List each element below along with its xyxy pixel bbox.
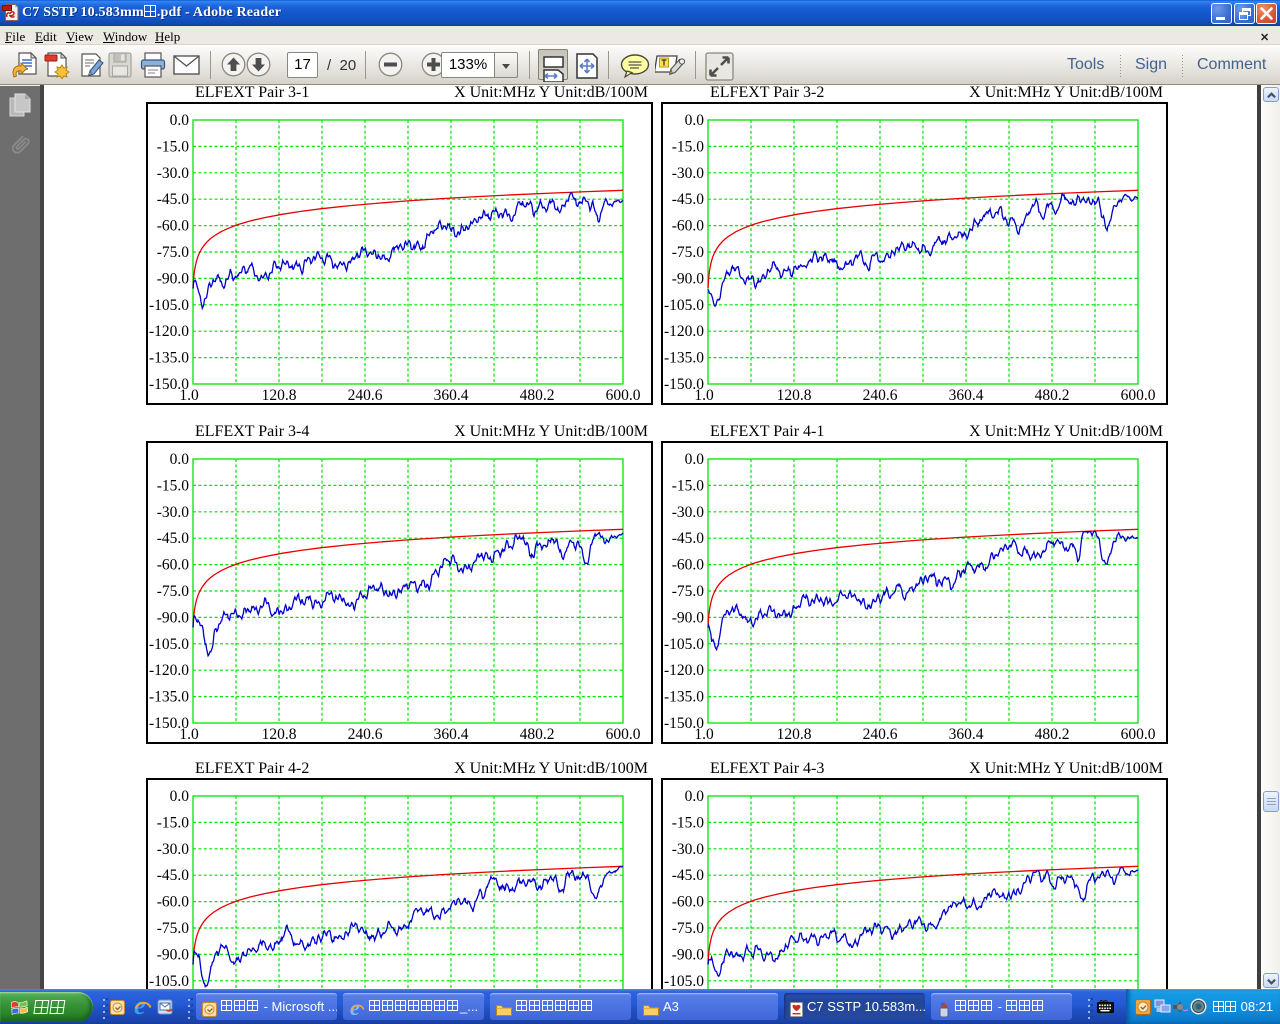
- svg-text:-30.0: -30.0: [672, 841, 705, 858]
- svg-text:-60.0: -60.0: [157, 894, 190, 911]
- svg-text:0.0: 0.0: [685, 112, 705, 129]
- svg-text:ELFEXT Pair 3-1: ELFEXT Pair 3-1: [195, 85, 309, 101]
- svg-text:240.6: 240.6: [863, 726, 898, 743]
- svg-text:480.2: 480.2: [1035, 387, 1070, 404]
- svg-text:-60.0: -60.0: [157, 218, 190, 235]
- svg-text:-150.0: -150.0: [149, 376, 189, 393]
- svg-text:0.0: 0.0: [685, 451, 705, 468]
- svg-text:-120.0: -120.0: [664, 662, 704, 679]
- svg-text:X Unit:MHz Y Unit:dB/100M: X Unit:MHz Y Unit:dB/100M: [969, 760, 1163, 777]
- svg-text:-90.0: -90.0: [672, 270, 705, 287]
- svg-text:-90.0: -90.0: [157, 946, 190, 963]
- svg-text:120.8: 120.8: [777, 726, 812, 743]
- svg-text:X Unit:MHz Y Unit:dB/100M: X Unit:MHz Y Unit:dB/100M: [969, 85, 1163, 101]
- svg-text:-105.0: -105.0: [664, 973, 704, 989]
- svg-text:-45.0: -45.0: [672, 530, 705, 547]
- svg-text:360.4: 360.4: [949, 387, 984, 404]
- svg-text:-90.0: -90.0: [157, 609, 190, 626]
- svg-text:360.4: 360.4: [434, 726, 469, 743]
- svg-text:X Unit:MHz Y Unit:dB/100M: X Unit:MHz Y Unit:dB/100M: [969, 423, 1163, 440]
- svg-text:-15.0: -15.0: [157, 814, 190, 831]
- svg-text:1.0: 1.0: [694, 387, 714, 404]
- svg-text:-45.0: -45.0: [157, 191, 190, 208]
- svg-text:240.6: 240.6: [863, 387, 898, 404]
- svg-text:-45.0: -45.0: [157, 867, 190, 884]
- svg-text:-75.0: -75.0: [157, 244, 190, 261]
- svg-text:-60.0: -60.0: [672, 557, 705, 574]
- svg-text:ELFEXT Pair 4-1: ELFEXT Pair 4-1: [710, 423, 824, 440]
- svg-text:-135.0: -135.0: [149, 689, 189, 706]
- svg-text:-120.0: -120.0: [149, 662, 189, 679]
- svg-text:e: e: [134, 998, 146, 1016]
- svg-text:-90.0: -90.0: [672, 609, 705, 626]
- svg-text:1.0: 1.0: [694, 726, 714, 743]
- svg-text:ELFEXT Pair 3-2: ELFEXT Pair 3-2: [710, 85, 824, 101]
- svg-text:240.6: 240.6: [348, 726, 383, 743]
- svg-text:-30.0: -30.0: [157, 841, 190, 858]
- svg-text:-15.0: -15.0: [672, 138, 705, 155]
- svg-text:e: e: [350, 1001, 360, 1017]
- svg-text:X Unit:MHz Y Unit:dB/100M: X Unit:MHz Y Unit:dB/100M: [454, 85, 648, 101]
- svg-text:-150.0: -150.0: [149, 715, 189, 732]
- svg-text:-90.0: -90.0: [672, 946, 705, 963]
- svg-text:-105.0: -105.0: [664, 297, 704, 314]
- svg-text:X Unit:MHz Y Unit:dB/100M: X Unit:MHz Y Unit:dB/100M: [454, 423, 648, 440]
- svg-text:-105.0: -105.0: [664, 636, 704, 653]
- svg-text:-150.0: -150.0: [664, 376, 704, 393]
- svg-text:120.8: 120.8: [777, 387, 812, 404]
- svg-text:0.0: 0.0: [170, 112, 190, 129]
- svg-text:-135.0: -135.0: [149, 350, 189, 367]
- svg-text:-30.0: -30.0: [157, 165, 190, 182]
- svg-text:ELFEXT Pair 3-4: ELFEXT Pair 3-4: [195, 423, 309, 440]
- svg-text:-120.0: -120.0: [149, 323, 189, 340]
- svg-text:-75.0: -75.0: [672, 920, 705, 937]
- svg-text:-90.0: -90.0: [157, 270, 190, 287]
- svg-text:120.8: 120.8: [262, 387, 297, 404]
- svg-text:-75.0: -75.0: [672, 244, 705, 261]
- svg-text:-135.0: -135.0: [664, 350, 704, 367]
- svg-text:0.0: 0.0: [170, 451, 190, 468]
- svg-text:-60.0: -60.0: [672, 218, 705, 235]
- svg-text:480.2: 480.2: [520, 387, 555, 404]
- svg-text:X Unit:MHz Y Unit:dB/100M: X Unit:MHz Y Unit:dB/100M: [454, 760, 648, 777]
- svg-text:240.6: 240.6: [348, 387, 383, 404]
- svg-text:-105.0: -105.0: [149, 636, 189, 653]
- svg-text:0.0: 0.0: [170, 788, 190, 805]
- svg-text:600.0: 600.0: [606, 387, 641, 404]
- svg-text:-15.0: -15.0: [672, 477, 705, 494]
- svg-text:-75.0: -75.0: [672, 583, 705, 600]
- svg-text:-120.0: -120.0: [664, 323, 704, 340]
- svg-text:360.4: 360.4: [949, 726, 984, 743]
- svg-text:-30.0: -30.0: [672, 504, 705, 521]
- svg-text:-105.0: -105.0: [149, 973, 189, 989]
- svg-text:-30.0: -30.0: [157, 504, 190, 521]
- svg-text:-45.0: -45.0: [157, 530, 190, 547]
- svg-text:-75.0: -75.0: [157, 920, 190, 937]
- svg-text:-60.0: -60.0: [672, 894, 705, 911]
- svg-text:600.0: 600.0: [1121, 726, 1156, 743]
- svg-text:ELFEXT Pair 4-3: ELFEXT Pair 4-3: [710, 760, 824, 777]
- svg-text:480.2: 480.2: [520, 726, 555, 743]
- svg-text:-135.0: -135.0: [664, 689, 704, 706]
- svg-text:-45.0: -45.0: [672, 867, 705, 884]
- svg-text:-15.0: -15.0: [157, 477, 190, 494]
- svg-text:600.0: 600.0: [606, 726, 641, 743]
- svg-text:-15.0: -15.0: [672, 814, 705, 831]
- svg-text:-75.0: -75.0: [157, 583, 190, 600]
- svg-text:1.0: 1.0: [179, 387, 199, 404]
- svg-text:600.0: 600.0: [1121, 387, 1156, 404]
- svg-text:-45.0: -45.0: [672, 191, 705, 208]
- svg-text:-105.0: -105.0: [149, 297, 189, 314]
- svg-text:1.0: 1.0: [179, 726, 199, 743]
- svg-text:-15.0: -15.0: [157, 138, 190, 155]
- svg-text:-30.0: -30.0: [672, 165, 705, 182]
- svg-text:480.2: 480.2: [1035, 726, 1070, 743]
- svg-text:360.4: 360.4: [434, 387, 469, 404]
- svg-text:0.0: 0.0: [685, 788, 705, 805]
- svg-text:ELFEXT Pair 4-2: ELFEXT Pair 4-2: [195, 760, 309, 777]
- svg-text:-60.0: -60.0: [157, 557, 190, 574]
- svg-text:-150.0: -150.0: [664, 715, 704, 732]
- svg-text:120.8: 120.8: [262, 726, 297, 743]
